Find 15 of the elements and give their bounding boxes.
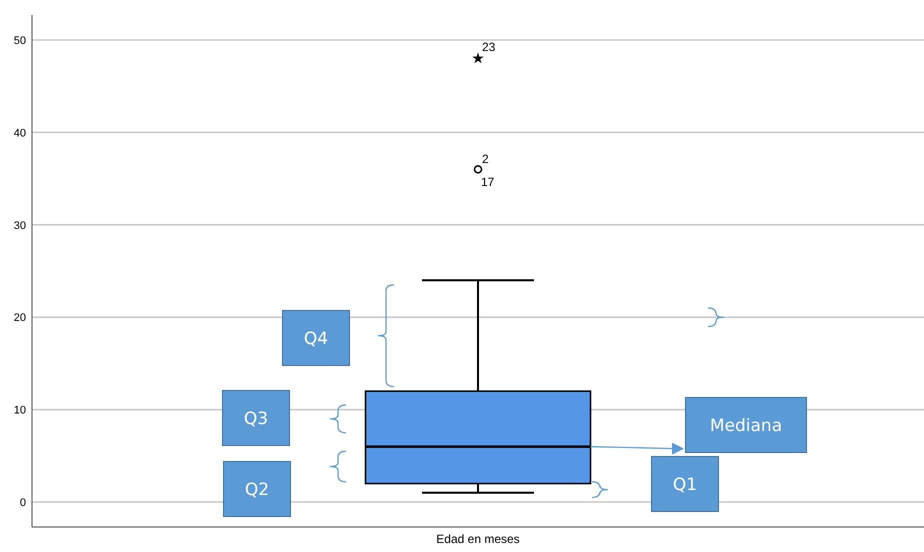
y-tick-label: 50: [14, 34, 26, 47]
y-tick-label: 30: [14, 220, 26, 232]
x-tick-label: Edad en meses: [436, 532, 520, 546]
annotation: 2: [482, 152, 489, 166]
annotation: Mediana: [710, 416, 782, 436]
y-tick-label: 40: [14, 127, 26, 140]
annotation: Q1: [672, 475, 698, 495]
annotation: 17: [481, 175, 495, 189]
y-tick-label: 20: [14, 312, 26, 324]
y-tick-label: 10: [14, 404, 26, 417]
annotation: Q2: [244, 480, 270, 500]
y-tick-label: 0: [20, 497, 26, 510]
annotation: Q3: [244, 409, 268, 429]
annotation: Q4: [304, 329, 328, 349]
annotation: 23: [482, 40, 496, 54]
